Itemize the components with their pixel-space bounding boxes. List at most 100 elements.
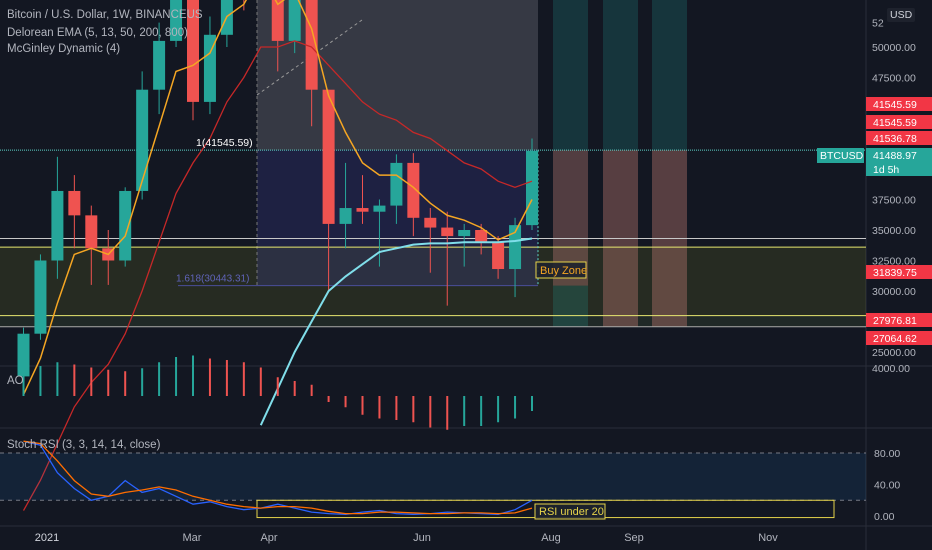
ao-bar <box>259 367 262 396</box>
symbol-tag-label: BTCUSD <box>820 150 864 162</box>
ao-bar <box>293 381 296 396</box>
ao-bar <box>22 369 25 396</box>
price-tag <box>866 97 932 111</box>
ao-bar <box>242 362 245 396</box>
time-axis-label: Mar <box>183 532 202 544</box>
last-price-label: 41488.97 <box>873 150 917 162</box>
price-tick-label: 47500.00 <box>872 73 916 85</box>
candle-body <box>68 190 81 216</box>
price-tick-label: 52 <box>872 18 884 30</box>
ao-bar <box>276 377 279 396</box>
price-tag-label: 27064.62 <box>873 333 917 345</box>
ao-bar <box>107 369 110 396</box>
fib-upper-area <box>257 0 538 151</box>
price-tick-label: 37500.00 <box>872 195 916 207</box>
ao-bar <box>208 358 211 396</box>
ao-bar <box>56 362 59 396</box>
projection-green <box>603 0 638 327</box>
mcginley-legend[interactable]: McGinley Dynamic (4) <box>7 43 121 55</box>
currency-label[interactable]: USD <box>887 8 916 22</box>
candle-body <box>170 0 183 41</box>
candle-body <box>136 89 149 191</box>
support-band <box>0 315 866 327</box>
price-tag-label: 41545.59 <box>873 99 917 111</box>
price-tick-label: 25000.00 <box>872 347 916 359</box>
candle-body <box>34 260 47 334</box>
candle-body <box>509 225 522 270</box>
ao-bar <box>192 355 194 396</box>
ao-bar <box>175 357 178 396</box>
ao-bar <box>395 396 398 420</box>
rsi-tick-label: 40.00 <box>874 480 900 492</box>
candle-body <box>17 333 30 377</box>
candle-body <box>356 208 369 212</box>
price-tag-label: 41545.59 <box>873 117 917 129</box>
fib-level-label: 1(41545.59) <box>196 137 253 149</box>
ao-bar <box>90 367 93 396</box>
candle-body <box>288 0 301 41</box>
mcginley-line <box>259 237 533 426</box>
projection-green <box>652 0 687 327</box>
buy-zone-band <box>0 247 866 316</box>
buy-zone-box <box>535 261 587 279</box>
ao-bar <box>361 396 364 415</box>
candle-body <box>51 190 64 261</box>
ao-bar <box>141 368 144 396</box>
ao-tick-label: 4000.00 <box>872 363 910 375</box>
stoch-legend[interactable]: Stoch RSI (3, 3, 14, 14, close) <box>7 439 161 451</box>
ema13-line <box>22 40 533 511</box>
candle-body <box>271 0 284 41</box>
price-tag-label: 31839.75 <box>873 267 917 279</box>
candle-body <box>187 0 199 102</box>
ao-bar <box>412 396 415 423</box>
ema-legend[interactable]: Delorean EMA (5, 13, 50, 200, 800) <box>7 27 188 39</box>
symbol-tag <box>817 148 864 163</box>
price-tick-label: 50000.00 <box>872 42 916 54</box>
rsi-note-label: RSI under 20 <box>539 506 604 518</box>
price-tag <box>866 131 932 145</box>
ao-bar <box>344 396 347 408</box>
ao-legend[interactable]: AO <box>7 375 24 387</box>
price-tag <box>866 265 932 279</box>
ao-bar <box>497 396 500 423</box>
stoch-d-line <box>23 440 533 515</box>
time-axis-label: Aug <box>541 532 561 544</box>
candle-body <box>373 205 386 212</box>
symbol-legend[interactable]: Bitcoin / U.S. Dollar, 1W, BINANCEUS <box>7 9 203 21</box>
price-tag <box>866 115 932 129</box>
candle-body <box>85 215 98 249</box>
price-tick-label: 35000.00 <box>872 225 916 237</box>
price-tag-label: 41536.78 <box>873 133 917 145</box>
candle-body <box>203 34 216 102</box>
time-axis-label: Apr <box>260 532 277 544</box>
candle-body <box>475 230 488 243</box>
candle-body <box>526 150 538 226</box>
candle-body <box>424 217 437 228</box>
candle-body <box>441 227 454 237</box>
candle-body <box>492 242 505 270</box>
price-tag <box>866 313 932 327</box>
ao-bar <box>310 384 313 396</box>
time-axis-label: Jun <box>413 532 431 544</box>
ao-bar <box>225 360 228 396</box>
ao-bar <box>327 396 330 402</box>
ao-bar <box>124 371 127 396</box>
candle-body <box>407 162 420 218</box>
ao-bar <box>39 366 42 396</box>
ao-bar <box>378 396 381 419</box>
time-axis-label: 2021 <box>35 532 59 544</box>
time-axis-label: Sep <box>624 532 644 544</box>
price-tag-label: 27976.81 <box>873 315 917 327</box>
candle-body <box>339 208 352 224</box>
candle-body <box>322 89 335 224</box>
time-axis-label: Nov <box>758 532 778 544</box>
countdown-label: 1d 5h <box>873 164 899 176</box>
candle-body <box>153 40 166 90</box>
price-tick-label: 32500.00 <box>872 256 916 268</box>
fib-618-label: 1.618(30443.31) <box>176 274 249 285</box>
ao-bar <box>514 396 517 419</box>
rsi-band <box>0 453 866 501</box>
ao-bar <box>463 396 466 426</box>
